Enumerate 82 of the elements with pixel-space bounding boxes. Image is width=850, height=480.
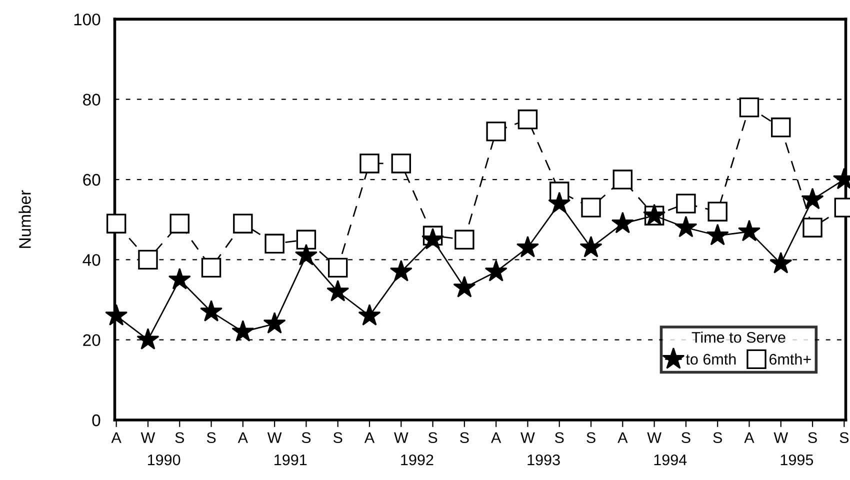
point — [612, 170, 633, 190]
text: 1990 — [148, 454, 180, 466]
legend-title: Time to Serve — [692, 332, 786, 343]
point — [516, 236, 539, 258]
x-tick-label: S — [428, 432, 438, 444]
point — [106, 214, 126, 234]
x-tick-label: A — [491, 432, 502, 443]
point — [801, 188, 824, 210]
point — [771, 118, 791, 138]
x-tick-label: S — [302, 432, 311, 444]
point — [611, 212, 634, 234]
point — [422, 228, 444, 250]
x-tick-label: S — [713, 432, 722, 444]
point — [676, 194, 696, 214]
point — [581, 198, 601, 218]
y-tick-label: 100 — [74, 14, 100, 26]
point — [105, 304, 128, 326]
point — [674, 216, 698, 238]
x-tick-label: S — [206, 432, 216, 444]
text: 1993 — [528, 454, 560, 466]
point — [390, 260, 412, 282]
point — [232, 320, 254, 342]
point — [201, 258, 222, 278]
x-tick-label: S — [554, 432, 564, 444]
x-tick-label: S — [840, 432, 849, 444]
y-tick-label: 40 — [82, 254, 100, 266]
point — [453, 276, 476, 298]
point — [738, 220, 760, 242]
x-tick-label: S — [808, 432, 817, 444]
x-tick-label: S — [460, 432, 469, 444]
x-tick-label: A — [618, 432, 628, 443]
legend-label: to 6mth — [686, 353, 736, 365]
point — [518, 110, 538, 130]
x-tick-label: A — [744, 432, 754, 443]
x-tick-label: A — [238, 432, 248, 443]
point — [580, 236, 602, 258]
text: 1995 — [780, 454, 814, 466]
x-tick-label: W — [647, 432, 662, 443]
point — [358, 304, 381, 326]
x-tick-label: A — [364, 432, 375, 443]
x-tick-label: W — [267, 432, 282, 443]
point — [706, 224, 729, 246]
point — [708, 202, 728, 222]
point — [548, 192, 571, 214]
point — [233, 214, 253, 234]
x-tick-label: A — [111, 432, 122, 443]
point — [170, 214, 190, 234]
point — [200, 300, 223, 322]
point — [294, 244, 318, 266]
point — [263, 312, 286, 334]
point — [802, 218, 822, 238]
point — [391, 154, 411, 174]
y-axis-title: Number — [18, 190, 31, 248]
y-tick-label: 80 — [83, 94, 100, 106]
x-tick-label: W — [140, 432, 156, 443]
point — [264, 234, 284, 254]
y-tick-label: 60 — [83, 174, 100, 186]
legend-label: 6mth+ — [769, 353, 811, 365]
x-tick-label: W — [520, 432, 535, 443]
x-tick-label: S — [175, 432, 184, 444]
point — [454, 230, 474, 250]
point — [168, 268, 191, 290]
y-tick-label: 20 — [83, 334, 100, 346]
x-tick-label: W — [394, 432, 408, 443]
x-tick-label: S — [586, 432, 596, 444]
x-tick-label: S — [682, 432, 690, 444]
point — [138, 250, 158, 270]
point — [328, 258, 348, 278]
point — [360, 154, 380, 174]
point — [296, 230, 316, 250]
x-tick-label: W — [774, 432, 788, 443]
point — [770, 252, 792, 274]
text: 1992 — [401, 454, 434, 466]
point — [486, 122, 506, 142]
point — [739, 98, 760, 118]
x-tick-label: S — [333, 432, 342, 444]
point — [136, 328, 160, 350]
text: 1991 — [274, 454, 307, 466]
point — [326, 280, 350, 302]
point — [484, 260, 508, 282]
text: 1994 — [654, 454, 687, 466]
y-tick-label: 0 — [92, 414, 100, 426]
